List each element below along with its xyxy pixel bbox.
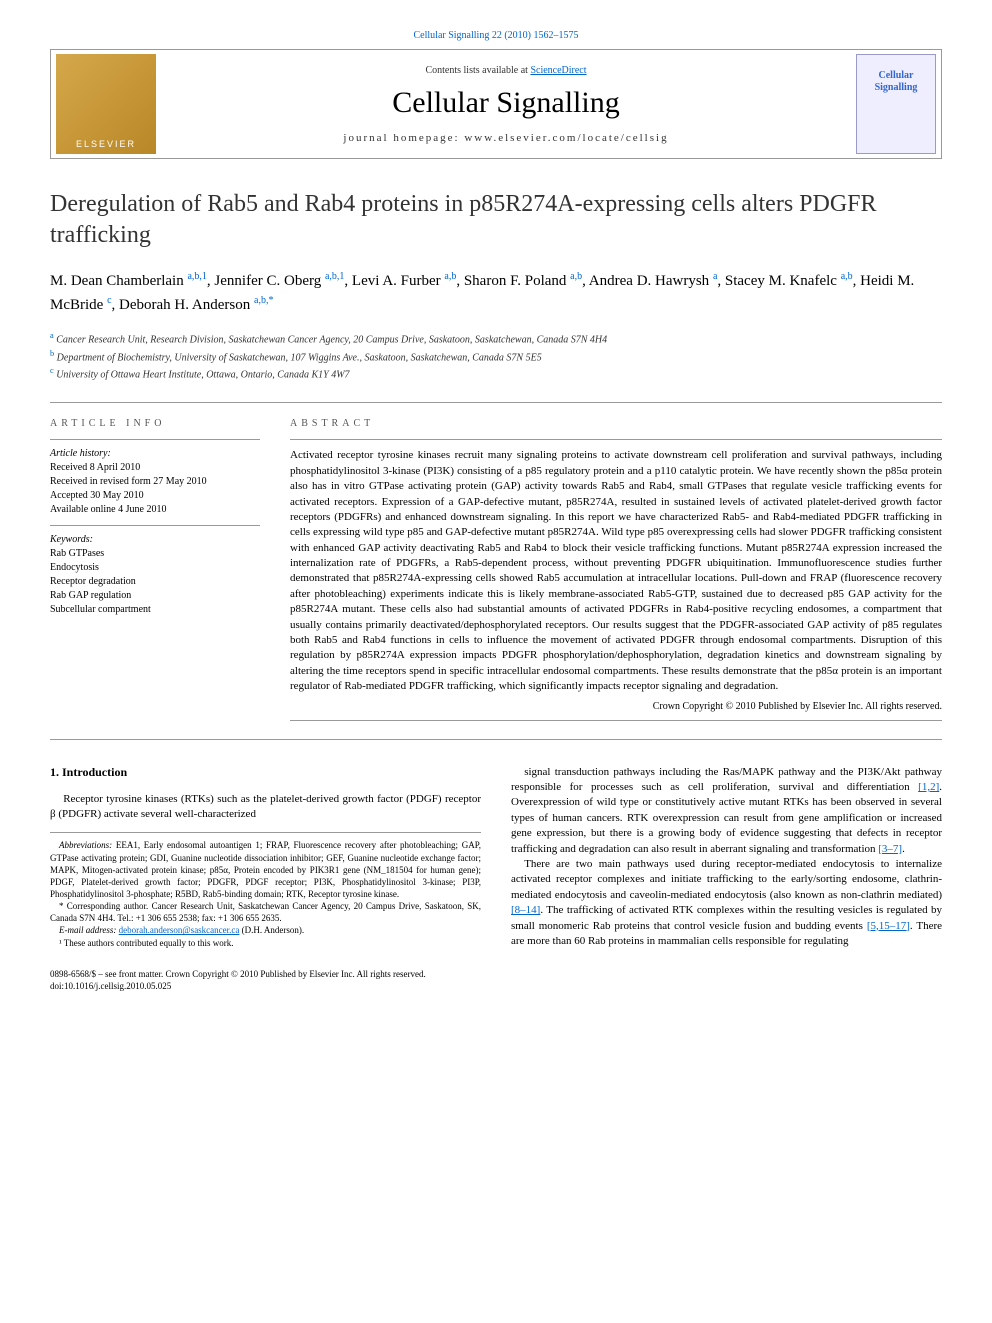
article-info-sidebar: ARTICLE INFO Article history: Received 8… (50, 418, 260, 728)
abbrev-text: EEA1, Early endosomal autoantigen 1; FRA… (50, 840, 481, 899)
divider (50, 739, 942, 740)
history-label: Article history: (50, 448, 260, 459)
intro-para1: Receptor tyrosine kinases (RTKs) such as… (50, 792, 481, 823)
author-affil-sup[interactable]: a (713, 271, 717, 282)
equal-contribution-footnote: ¹ These authors contributed equally to t… (50, 937, 481, 949)
affiliations: a Cancer Research Unit, Research Divisio… (50, 330, 942, 382)
abstract-bottom-divider (290, 720, 942, 721)
keyword: Rab GAP regulation (50, 589, 260, 603)
article-info-heading: ARTICLE INFO (50, 418, 260, 429)
author-affil-sup[interactable]: a,b (444, 271, 456, 282)
author: Levi A. Furber a,b (352, 273, 456, 289)
history-revised: Received in revised form 27 May 2010 (50, 475, 260, 489)
divider (50, 402, 942, 403)
history-accepted: Accepted 30 May 2010 (50, 489, 260, 503)
para3-pre: There are two main pathways used during … (511, 858, 942, 901)
citation-link[interactable]: [1,2] (918, 781, 939, 793)
info-divider (50, 439, 260, 440)
author-affil-sup[interactable]: a,b,* (254, 295, 273, 306)
intro-para3: There are two main pathways used during … (511, 857, 942, 949)
abstract-text: Activated receptor tyrosine kinases recr… (290, 448, 942, 694)
email-footnote: E-mail address: deborah.anderson@saskcan… (50, 924, 481, 936)
keyword: Subcellular compartment (50, 603, 260, 617)
homepage-label: journal homepage: (343, 132, 464, 144)
author-affil-sup[interactable]: a,b,1 (325, 271, 344, 282)
period: . (902, 843, 905, 855)
author-affil-sup[interactable]: a,b (570, 271, 582, 282)
author-affil-sup[interactable]: a,b,1 (187, 271, 206, 282)
contents-prefix: Contents lists available at (425, 65, 530, 76)
abstract-heading: ABSTRACT (290, 418, 942, 429)
journal-homepage: journal homepage: www.elsevier.com/locat… (161, 132, 851, 144)
footer-doi[interactable]: doi:10.1016/j.cellsig.2010.05.025 (50, 981, 942, 993)
journal-cover-thumbnail: Cellular Signalling (856, 54, 936, 154)
abbrev-label: Abbreviations: (59, 840, 112, 850)
cover-text: Cellular Signalling (857, 70, 935, 94)
abstract-column: ABSTRACT Activated receptor tyrosine kin… (290, 418, 942, 728)
footnotes-block: Abbreviations: EEA1, Early endosomal aut… (50, 832, 481, 948)
introduction-heading: 1. Introduction (50, 765, 481, 780)
footer-copyright: 0898-6568/$ – see front matter. Crown Co… (50, 969, 942, 981)
keywords-label: Keywords: (50, 534, 260, 545)
author: Sharon F. Poland a,b (464, 273, 582, 289)
history-online: Available online 4 June 2010 (50, 503, 260, 517)
journal-header: ELSEVIER Contents lists available at Sci… (50, 49, 942, 159)
author-list: M. Dean Chamberlain a,b,1, Jennifer C. O… (50, 269, 942, 316)
author: Jennifer C. Oberg a,b,1 (214, 273, 344, 289)
author-affil-sup[interactable]: a,b (841, 271, 853, 282)
sciencedirect-link[interactable]: ScienceDirect (530, 65, 586, 76)
page-footer: 0898-6568/$ – see front matter. Crown Co… (50, 969, 942, 992)
affiliation-c: c University of Ottawa Heart Institute, … (50, 365, 942, 382)
abbreviations-footnote: Abbreviations: EEA1, Early endosomal aut… (50, 839, 481, 900)
top-citation[interactable]: Cellular Signalling 22 (2010) 1562–1575 (50, 30, 942, 41)
author: Andrea D. Hawrysh a (589, 273, 718, 289)
abstract-copyright: Crown Copyright © 2010 Published by Else… (290, 701, 942, 712)
history-received: Received 8 April 2010 (50, 461, 260, 475)
introduction-section: 1. Introduction Receptor tyrosine kinase… (50, 765, 942, 950)
keyword: Receptor degradation (50, 575, 260, 589)
author: M. Dean Chamberlain a,b,1 (50, 273, 207, 289)
email-person: (D.H. Anderson). (239, 925, 304, 935)
header-center: Contents lists available at ScienceDirec… (161, 65, 851, 144)
article-title: Deregulation of Rab5 and Rab4 proteins i… (50, 189, 942, 251)
intro-para2: signal transduction pathways including t… (511, 765, 942, 857)
author-affil-sup[interactable]: c (107, 295, 111, 306)
citation-link[interactable]: [5,15–17] (867, 920, 910, 932)
corr-label: * Corresponding author. (59, 901, 148, 911)
abstract-divider (290, 439, 942, 440)
para2-pre: signal transduction pathways including t… (511, 766, 942, 793)
info-divider (50, 525, 260, 526)
author: Stacey M. Knafelc a,b (725, 273, 853, 289)
keyword: Endocytosis (50, 561, 260, 575)
email-label: E-mail address: (59, 925, 116, 935)
journal-name: Cellular Signalling (161, 86, 851, 120)
citation-link[interactable]: [3–7] (878, 843, 902, 855)
email-link[interactable]: deborah.anderson@saskcancer.ca (119, 925, 240, 935)
affiliation-b: b Department of Biochemistry, University… (50, 348, 942, 365)
corresponding-author-footnote: * Corresponding author. Cancer Research … (50, 900, 481, 924)
citation-link[interactable]: [8–14] (511, 904, 540, 916)
keyword: Rab GTPases (50, 547, 260, 561)
author: Deborah H. Anderson a,b,* (119, 297, 273, 313)
homepage-url[interactable]: www.elsevier.com/locate/cellsig (464, 132, 668, 144)
contents-available: Contents lists available at ScienceDirec… (161, 65, 851, 76)
affiliation-a: a Cancer Research Unit, Research Divisio… (50, 330, 942, 347)
publisher-logo: ELSEVIER (56, 54, 156, 154)
